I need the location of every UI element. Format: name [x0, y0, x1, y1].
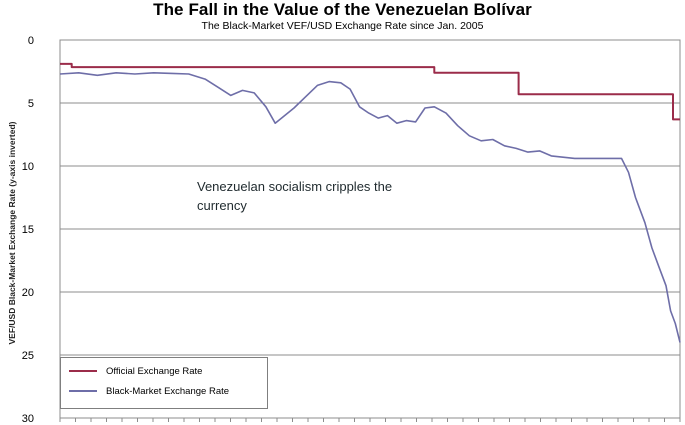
chart-annotation: Venezuelan socialism cripples the curren…: [197, 179, 393, 213]
y-tick-label-30: 30: [22, 413, 34, 425]
y-tick-label-0: 0: [28, 35, 34, 47]
legend-item-official: Official Exchange Rate: [69, 364, 202, 378]
chart-subtitle: The Black-Market VEF/USD Exchange Rate s…: [201, 20, 484, 32]
y-tick-label-15: 15: [22, 224, 34, 236]
y-tick-label-10: 10: [22, 161, 34, 173]
legend-label-black-market: Black-Market Exchange Rate: [106, 385, 230, 397]
legend-swatch-official: [69, 370, 97, 372]
chart-title: The Fall in the Value of the Venezuelan …: [153, 0, 532, 19]
legend-label-official: Official Exchange Rate: [106, 365, 203, 377]
legend-swatch-black-market: [69, 390, 97, 392]
series-line-official: [60, 62, 680, 121]
y-tick-label-20: 20: [22, 287, 34, 299]
y-tick-label-25: 25: [22, 350, 34, 362]
y-tick-label-5: 5: [28, 98, 34, 110]
chart-legend: Official Exchange Rate Black-Market Exch…: [60, 357, 268, 409]
series-line-black-market: [59, 72, 681, 343]
y-axis-label: VEF/USD Black-Market Exchange Rate (y-ax…: [7, 121, 17, 345]
legend-item-black-market: Black-Market Exchange Rate: [69, 384, 229, 398]
